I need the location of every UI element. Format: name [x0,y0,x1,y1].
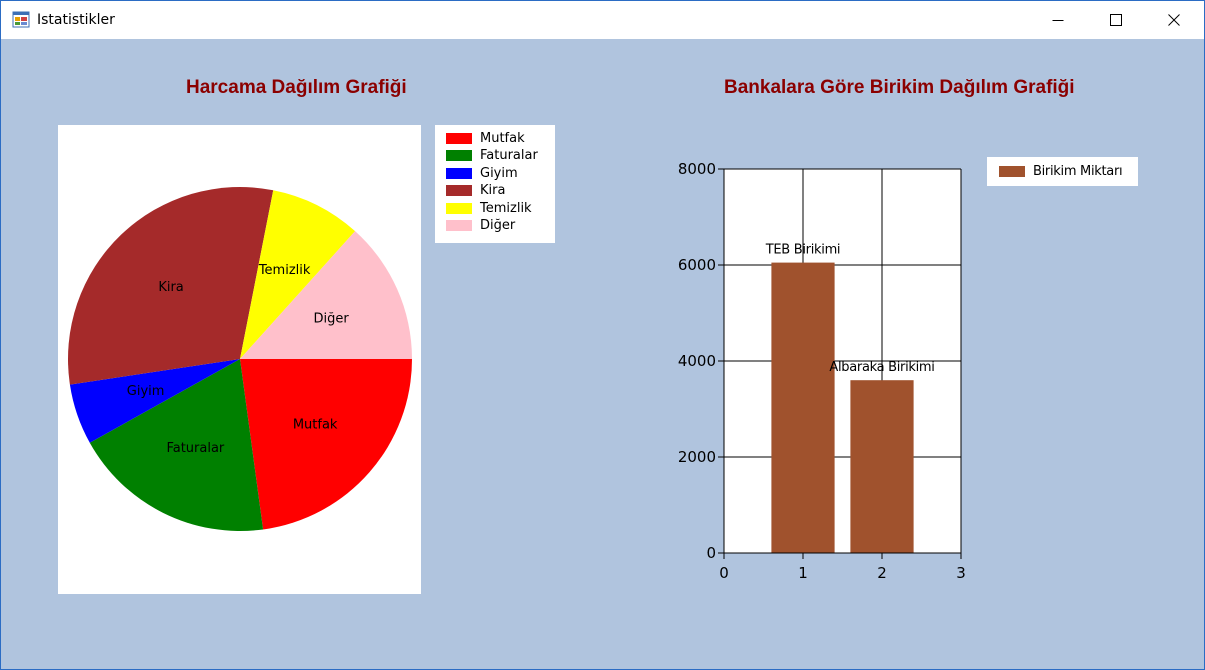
pie-slice-kira [68,186,274,385]
x-tick-label: 2 [877,564,887,582]
legend-item-temizlik: Temizlik [446,200,532,216]
savings-bar-chart: TEB Birikimi Albaraka Birikimi 0 2000 4000 60… [678,160,966,582]
y-tick-label: 0 [706,544,716,562]
bar-legend-swatch [999,166,1025,177]
legend-swatch [446,150,472,161]
pie-label-giyim: Giyim [127,384,165,399]
legend-label: Diğer [480,218,516,233]
bar-albaraka-birikimi [850,380,914,553]
legend-item-kira: Kira [446,183,505,199]
legend-item-mutfak: Mutfak [446,130,525,146]
minimize-icon [1052,20,1064,21]
bar-teb-birikimi [771,262,835,553]
pie-label-faturalar: Faturalar [166,441,224,456]
maximize-icon [1110,14,1122,26]
legend-label: Faturalar [480,148,538,163]
title-bar[interactable]: Istatistikler [1,1,1204,39]
bar-label-teb-birikimi: TEB Birikimi [765,243,841,258]
app-window-icon [12,11,30,28]
minimize-button[interactable] [1029,1,1087,39]
pie-label-diger: Diğer [314,311,350,326]
legend-item-diger: Diğer [446,218,515,234]
close-button[interactable] [1145,1,1203,39]
pie-slice-temizlik [240,190,356,359]
bar-legend-label: Birikim Miktarı [1033,164,1123,179]
legend-swatch [446,167,472,179]
pie-slice-giyim [69,359,240,443]
legend-swatch [446,132,472,144]
bar-label-albaraka-birikimi: Albaraka Birikimi [829,360,934,375]
legend-item-giyim: Giyim [446,165,518,181]
legend-swatch [446,220,472,231]
pie-slice-mutfak [240,359,412,530]
pie-label-mutfak: Mutfak [293,418,338,433]
legend-label: Kira [480,183,506,198]
window-title: Istatistikler [37,12,115,28]
pie-slice-diger [240,231,412,359]
x-tick-label: 1 [798,564,808,582]
legend-label: Giyim [480,165,518,181]
legend-label: Mutfak [480,130,525,146]
x-tick-label: 3 [956,564,966,582]
pie-label-kira: Kira [158,280,183,295]
legend-label: Temizlik [480,200,532,216]
y-tick-label: 2000 [678,448,716,466]
legend-item-faturalar: Faturalar [446,148,538,164]
pie-chart-area: Mutfak Faturalar Giyim Kira Temizlik Diğer [58,125,421,594]
y-tick-label: 4000 [678,352,716,370]
close-icon [1168,14,1180,26]
legend-swatch [446,185,472,196]
y-tick-label: 8000 [678,160,716,178]
x-tick-label: 0 [719,564,729,582]
legend-swatch [446,202,472,214]
pie-chart-title: Harcama Dağılım Grafiği [186,77,407,98]
bar-chart-title: Bankalara Göre Birikim Dağılım Grafiği [724,77,1075,98]
pie-legend: Mutfak Faturalar Giyim Kira Temizlik Diğer [435,125,555,243]
maximize-button[interactable] [1087,1,1145,39]
y-tick-label: 6000 [678,256,716,274]
bar-legend: Birikim Miktarı [987,157,1138,186]
pie-slice-faturalar [89,359,264,531]
pie-label-temizlik: Temizlik [258,263,311,278]
expense-pie-chart: Mutfak Faturalar Giyim Kira Temizlik Diğer [68,186,412,531]
